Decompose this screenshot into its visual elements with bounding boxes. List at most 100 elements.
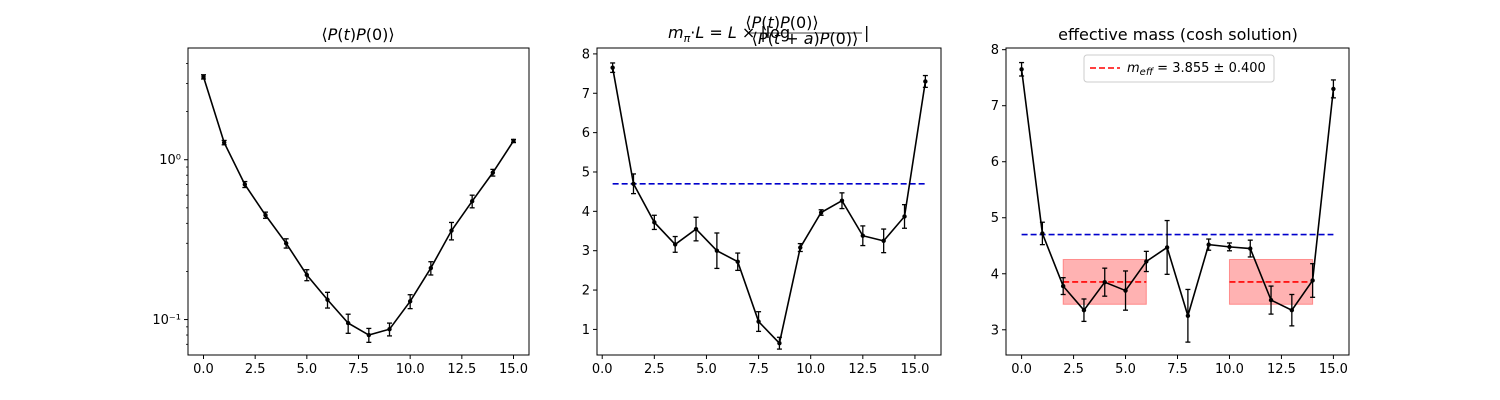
data-point <box>469 199 475 204</box>
data-point <box>1144 259 1149 264</box>
y-tick-label: 1 <box>582 323 590 338</box>
y-tick-label: 10⁰ <box>159 153 181 168</box>
x-tick-label: 2.5 <box>644 362 665 377</box>
y-tick-label: 7 <box>991 99 999 114</box>
data-point <box>366 332 372 338</box>
data-point <box>902 214 907 219</box>
axes-frame <box>1005 47 1350 356</box>
series-line <box>1020 69 1335 319</box>
x-tick-label: 15.0 <box>1319 362 1348 377</box>
data-point <box>672 242 678 247</box>
data-point <box>242 182 248 187</box>
data-point <box>923 79 928 84</box>
x-tick-label: 0.0 <box>1011 362 1032 377</box>
chart-title: ⟨P(t)P(0)⟩ <box>321 25 394 44</box>
data-point <box>325 297 330 302</box>
data-point <box>345 320 351 326</box>
data-point <box>631 181 636 186</box>
y-tick-label: 7 <box>582 87 590 102</box>
x-tick-label: 5.0 <box>1115 362 1136 377</box>
y-tick-label: 8 <box>991 43 999 58</box>
data-point <box>221 140 227 145</box>
data-point <box>860 233 866 238</box>
x-tick-label: 7.5 <box>1167 362 1188 377</box>
data-point <box>1019 67 1024 72</box>
data-point <box>1227 244 1232 250</box>
data-point <box>490 170 496 175</box>
svg-text:⟨P(t)P(0)⟩: ⟨P(t)P(0)⟩ <box>745 13 818 32</box>
data-point <box>1164 245 1170 250</box>
x-tick-label: 0.0 <box>592 362 613 377</box>
x-tick-label: 0.0 <box>193 362 214 377</box>
y-tick-label: 4 <box>991 267 999 282</box>
x-tick-label: 2.5 <box>1063 362 1084 377</box>
data-point <box>407 299 413 304</box>
y-tick-label: 4 <box>582 205 590 220</box>
data-point <box>449 228 454 233</box>
chart-title: effective mass (cosh solution) <box>1058 25 1298 44</box>
data-point <box>818 210 824 215</box>
x-tick-label: 7.5 <box>348 362 369 377</box>
data-point <box>1102 279 1107 285</box>
data-point <box>428 265 434 271</box>
chart-title: mπ·L = L × |log ⟨P(t)P(0)⟩ ⟨P(t + a)P(0)… <box>668 13 869 48</box>
data-point <box>652 220 657 225</box>
data-point <box>610 65 615 70</box>
y-tick-label: 6 <box>582 126 590 141</box>
data-point <box>1268 297 1274 303</box>
series-line <box>611 67 927 345</box>
x-tick-label: 15.0 <box>499 362 528 377</box>
data-point <box>1123 288 1128 293</box>
y-tick-label: 8 <box>582 47 590 62</box>
data-point <box>1185 313 1191 318</box>
data-point <box>1206 242 1211 247</box>
x-tick-label: 10.0 <box>796 362 825 377</box>
panel-effective-mass: 0.0 2.5 5.0 7.5 10.0 12.5 15.0 3 4 5 6 7 8 effective… <box>991 25 1350 377</box>
y-tick-label: 5 <box>582 165 590 180</box>
axes-frame <box>187 47 530 356</box>
y-tick-label: 6 <box>991 155 999 170</box>
data-point <box>1289 307 1295 313</box>
data-point <box>201 74 206 80</box>
data-point <box>798 245 803 250</box>
data-point <box>735 259 740 264</box>
data-point <box>304 272 310 278</box>
y-tick-label: 2 <box>582 284 590 299</box>
y-tick-label: 3 <box>991 323 999 338</box>
series-line <box>202 76 515 336</box>
x-tick-label: 2.5 <box>245 362 266 377</box>
data-point <box>693 226 699 232</box>
data-point <box>881 238 886 244</box>
x-tick-label: 10.0 <box>396 362 425 377</box>
y-tick-label: 3 <box>582 244 590 259</box>
data-point <box>387 327 392 332</box>
x-tick-label: 10.0 <box>1215 362 1244 377</box>
x-tick-label: 12.5 <box>1267 362 1296 377</box>
data-point <box>714 248 720 253</box>
legend-label: meff = 3.855 ± 0.400 <box>1127 61 1266 78</box>
data-point <box>1081 307 1087 313</box>
data-point <box>1310 278 1315 283</box>
legend: meff = 3.855 ± 0.400 <box>1083 54 1275 83</box>
x-tick-label: 5.0 <box>696 362 717 377</box>
x-tick-label: 7.5 <box>748 362 769 377</box>
data-point <box>756 319 761 324</box>
data-point <box>1331 86 1336 92</box>
data-point <box>839 198 845 203</box>
svg-text:|: | <box>864 23 869 42</box>
panel-correlator: 0.0 2.5 5.0 7.5 10.0 12.5 15.0 10⁰ 10⁻¹ ⟨P(t)P(0… <box>152 25 530 377</box>
y-tick-label: 10⁻¹ <box>152 313 181 328</box>
svg-text:mπ·L = L × |log: mπ·L = L × |log <box>668 23 790 45</box>
x-tick-label: 12.5 <box>848 362 877 377</box>
data-point <box>511 138 516 144</box>
panel-pion-mass: 0.0 2.5 5.0 7.5 10.0 12.5 15.0 1 2 3 4 5 6 7 8 mπ·L = … <box>582 13 942 377</box>
y-tick-label: 5 <box>991 211 999 226</box>
data-point <box>283 241 289 246</box>
x-tick-label: 5.0 <box>296 362 317 377</box>
x-tick-label: 12.5 <box>447 362 476 377</box>
data-point <box>1060 283 1066 289</box>
data-point <box>1040 231 1045 236</box>
data-point <box>263 212 268 218</box>
data-point <box>777 340 782 346</box>
